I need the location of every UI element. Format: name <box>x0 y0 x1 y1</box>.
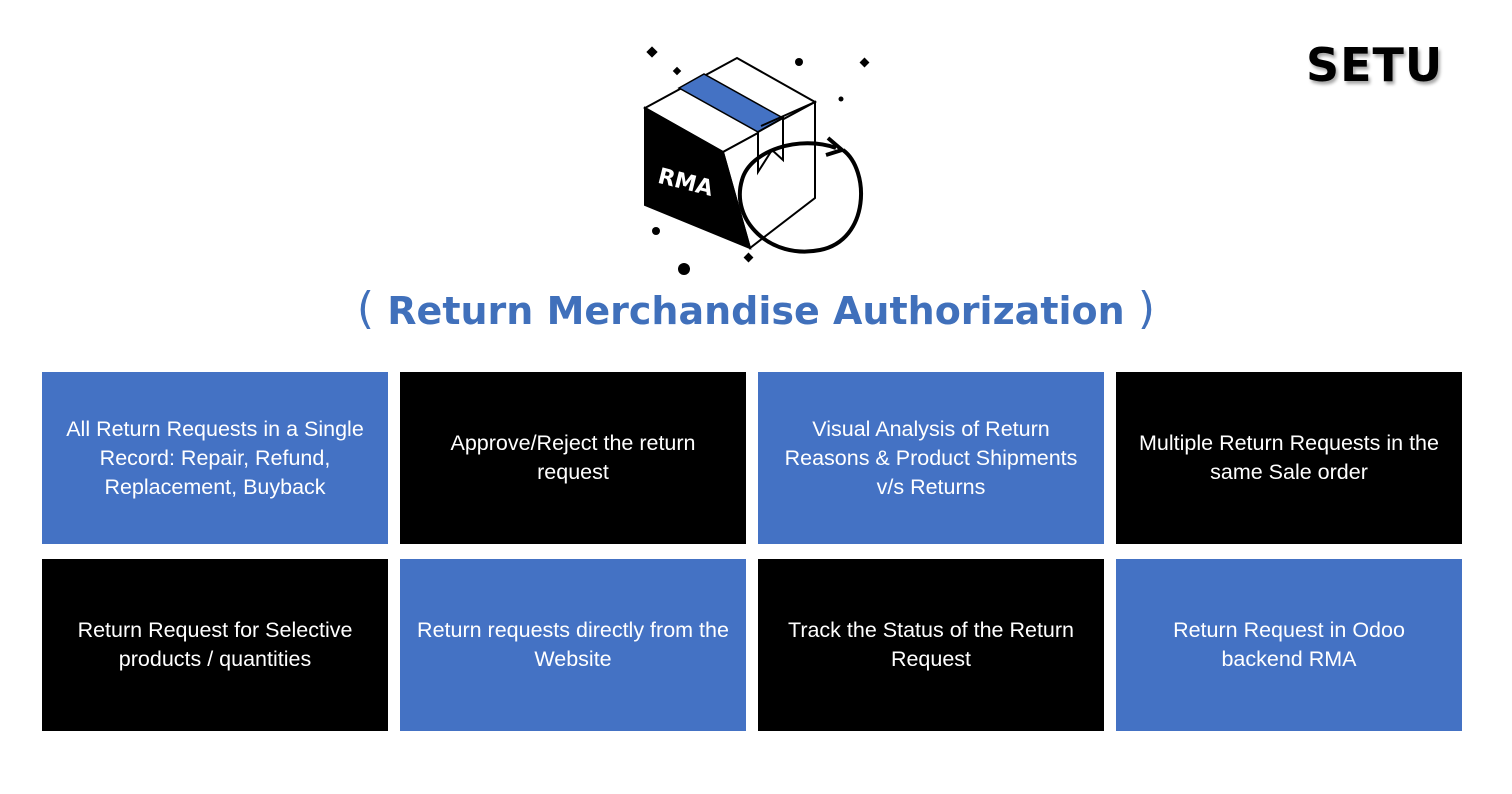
sparkle-dot <box>678 263 690 275</box>
sparkle-diamond <box>646 46 658 58</box>
feature-text: Return Request in Odoo backend RMA <box>1173 618 1405 671</box>
feature-text: Track the Status of the Return Request <box>787 618 1074 671</box>
sparkle-diamond <box>859 57 870 68</box>
return-arrow <box>738 141 863 254</box>
feature-card: Visual Analysis of Return Reasons & Prod… <box>758 372 1104 544</box>
feature-card: Track the Status of the Return Request <box>758 559 1104 731</box>
sparkle-dot <box>652 227 660 235</box>
feature-grid: All Return Requests in a Single Record: … <box>42 372 1462 731</box>
feature-card: Return Request for Selective products / … <box>42 559 388 731</box>
feature-card: Return Request in Odoo backend RMA <box>1116 559 1462 731</box>
feature-text: All Return Requests in a Single Record: … <box>66 416 364 499</box>
feature-text: Return Request for Selective products / … <box>77 618 353 671</box>
sparkle-diamond <box>743 252 754 263</box>
feature-text: Approve/Reject the return request <box>450 431 696 484</box>
tape-flap <box>757 116 784 176</box>
title-open-paren: ( <box>356 283 375 334</box>
box-left-face <box>644 106 752 250</box>
setu-logo: SETU <box>1306 38 1444 92</box>
feature-card: Return requests directly from the Websit… <box>400 559 746 731</box>
feature-card: Approve/Reject the return request <box>400 372 746 544</box>
feature-text: Return requests directly from the Websit… <box>417 618 729 671</box>
feature-text: Visual Analysis of Return Reasons & Prod… <box>784 416 1078 499</box>
page-title: ( Return Merchandise Authorization ) <box>0 283 1512 334</box>
feature-card: Multiple Return Requests in the same Sal… <box>1116 372 1462 544</box>
feature-card: All Return Requests in a Single Record: … <box>42 372 388 544</box>
sparkle-dot <box>838 96 844 102</box>
box-return-icon: RMA <box>642 46 870 275</box>
sparkle-dot <box>795 58 803 66</box>
title-close-paren: ) <box>1137 283 1156 334</box>
title-text: Return Merchandise Authorization <box>387 289 1125 333</box>
feature-text: Multiple Return Requests in the same Sal… <box>1139 431 1439 484</box>
sparkle-diamond <box>672 66 682 76</box>
